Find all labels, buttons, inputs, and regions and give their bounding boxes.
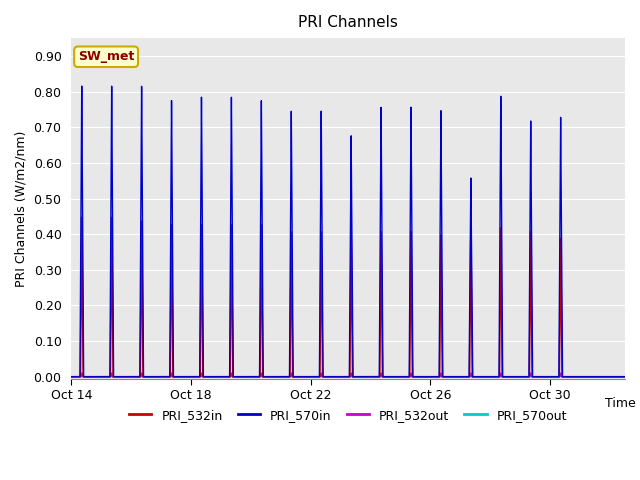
- Text: SW_met: SW_met: [78, 50, 134, 63]
- Title: PRI Channels: PRI Channels: [298, 15, 398, 30]
- Legend: PRI_532in, PRI_570in, PRI_532out, PRI_570out: PRI_532in, PRI_570in, PRI_532out, PRI_57…: [124, 404, 572, 427]
- X-axis label: Time: Time: [605, 397, 636, 410]
- Y-axis label: PRI Channels (W/m2/nm): PRI Channels (W/m2/nm): [15, 130, 28, 287]
